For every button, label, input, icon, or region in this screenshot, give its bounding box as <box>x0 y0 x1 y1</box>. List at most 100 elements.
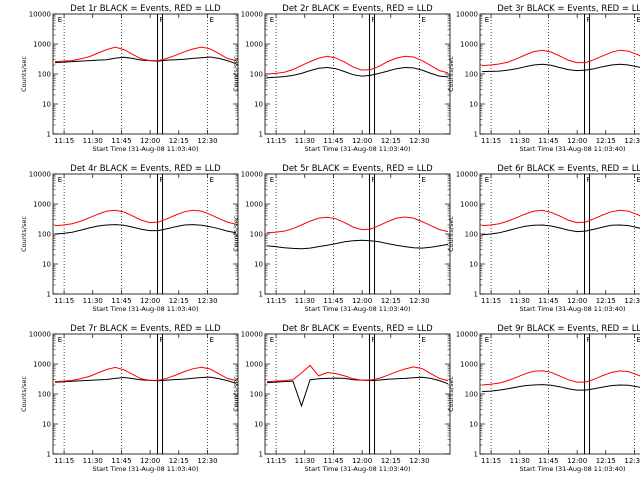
x-tick-label: 12:15 <box>169 457 189 465</box>
x-tick-label: 11:30 <box>83 297 103 305</box>
x-tick-label: 11:45 <box>111 297 131 305</box>
y-tick-label: 10 <box>42 261 51 269</box>
y-axis-label: Counts/sec <box>447 216 455 252</box>
y-tick-label: 10 <box>469 261 478 269</box>
segment-marker: F <box>372 176 376 184</box>
series-line-lld <box>481 370 640 386</box>
x-tick-label: 11:15 <box>266 457 286 465</box>
y-tick-label: 10000 <box>29 11 51 19</box>
x-axis-label: Start Time (31-Aug-08 11:03:40) <box>519 465 625 473</box>
x-tick-label: 12:00 <box>352 137 372 145</box>
panel-det-4: Det 4r BLACK = Events, RED = LLD 1 10 100 10… <box>20 164 239 313</box>
series-line-events <box>481 224 640 236</box>
plot-frame <box>264 173 451 295</box>
y-tick-label: 10 <box>42 101 51 109</box>
series-line-events <box>481 384 640 393</box>
y-tick-label: 100 <box>465 391 478 399</box>
panel-title: Det 4r BLACK = Events, RED = LLD <box>70 164 221 174</box>
x-tick-label: 12:30 <box>197 297 217 305</box>
series-line-events <box>54 224 237 235</box>
x-tick-label: 11:30 <box>83 457 103 465</box>
x-tick-label: 12:30 <box>624 137 640 145</box>
series-line-lld <box>54 209 237 227</box>
y-axis-label: Counts/sec <box>447 376 455 412</box>
segment-marker: E <box>485 336 489 344</box>
y-tick-label: 10 <box>254 101 263 109</box>
series-line-events <box>266 376 449 408</box>
x-tick-label: 11:15 <box>266 137 286 145</box>
x-tick-label: 11:45 <box>538 137 558 145</box>
y-tick-label: 10000 <box>241 11 263 19</box>
y-tick-label: 1 <box>474 451 478 459</box>
segment-marker: E <box>209 176 213 184</box>
y-tick-label: 10000 <box>29 331 51 339</box>
segment-marker: F <box>160 16 164 24</box>
x-tick-label: 12:00 <box>140 297 160 305</box>
x-tick-label: 11:45 <box>323 457 343 465</box>
series-line-lld <box>481 49 640 67</box>
segment-marker: F <box>160 176 164 184</box>
series-line-lld <box>54 46 237 63</box>
series-line-events <box>266 66 449 79</box>
y-axis-label: Counts/sec <box>232 56 240 92</box>
y-axis-label: Counts/sec <box>20 56 28 92</box>
x-tick-label: 11:45 <box>323 297 343 305</box>
y-tick-label: 10 <box>469 421 478 429</box>
x-tick-label: 12:30 <box>197 457 217 465</box>
y-tick-label: 1000 <box>245 361 263 369</box>
y-tick-label: 1000 <box>33 361 51 369</box>
segment-marker: E <box>636 176 640 184</box>
panel-title: Det 9r BLACK = Events, RED = LLD <box>497 324 640 334</box>
y-tick-label: 100 <box>250 231 263 239</box>
x-tick-label: 12:15 <box>596 457 616 465</box>
x-tick-label: 12:30 <box>409 457 429 465</box>
x-tick-label: 11:45 <box>323 137 343 145</box>
y-tick-label: 1000 <box>33 201 51 209</box>
panel-title: Det 6r BLACK = Events, RED = LLD <box>497 164 640 174</box>
y-tick-label: 10000 <box>456 331 478 339</box>
plot-frame <box>264 333 451 455</box>
x-tick-label: 12:15 <box>596 137 616 145</box>
x-tick-label: 12:30 <box>624 457 640 465</box>
y-tick-label: 1 <box>47 131 51 139</box>
series-line-events <box>266 239 449 250</box>
series-line-events <box>481 63 640 73</box>
x-tick-label: 12:00 <box>567 457 587 465</box>
y-axis-label: Counts/sec <box>447 56 455 92</box>
x-axis-label: Start Time (31-Aug-08 11:03:40) <box>92 305 198 313</box>
y-tick-label: 1000 <box>33 41 51 49</box>
x-tick-label: 11:30 <box>295 297 315 305</box>
segment-marker: E <box>421 176 425 184</box>
x-tick-label: 12:15 <box>381 137 401 145</box>
x-tick-label: 12:00 <box>567 137 587 145</box>
x-axis-label: Start Time (31-Aug-08 11:03:40) <box>304 305 410 313</box>
x-tick-label: 12:15 <box>169 297 189 305</box>
y-tick-label: 1 <box>259 291 263 299</box>
segment-marker: E <box>421 336 425 344</box>
segment-marker: E <box>270 16 274 24</box>
y-tick-label: 10000 <box>241 331 263 339</box>
x-tick-label: 11:30 <box>510 297 530 305</box>
segment-marker: E <box>58 16 62 24</box>
x-tick-label: 11:45 <box>538 457 558 465</box>
y-tick-label: 1000 <box>245 201 263 209</box>
segment-marker: F <box>587 16 591 24</box>
y-tick-label: 1 <box>259 131 263 139</box>
y-axis-label: Counts/sec <box>232 376 240 412</box>
segment-marker: E <box>209 16 213 24</box>
x-axis-label: Start Time (31-Aug-08 11:03:40) <box>519 145 625 153</box>
y-axis-label: Counts/sec <box>20 376 28 412</box>
x-tick-label: 12:00 <box>140 457 160 465</box>
y-tick-label: 100 <box>465 71 478 79</box>
y-tick-label: 100 <box>250 71 263 79</box>
panel-det-5: Det 5r BLACK = Events, RED = LLD 1 10 100 10… <box>232 164 451 313</box>
series-line-lld <box>266 364 449 383</box>
plot-frame <box>479 173 640 295</box>
panel-det-6: Det 6r BLACK = Events, RED = LLD 1 10 100 10… <box>447 164 640 313</box>
y-tick-label: 10000 <box>241 171 263 179</box>
y-tick-label: 1 <box>47 451 51 459</box>
series-line-lld <box>266 216 449 234</box>
x-tick-label: 11:15 <box>481 297 501 305</box>
y-tick-label: 1 <box>259 451 263 459</box>
y-tick-label: 1000 <box>460 361 478 369</box>
